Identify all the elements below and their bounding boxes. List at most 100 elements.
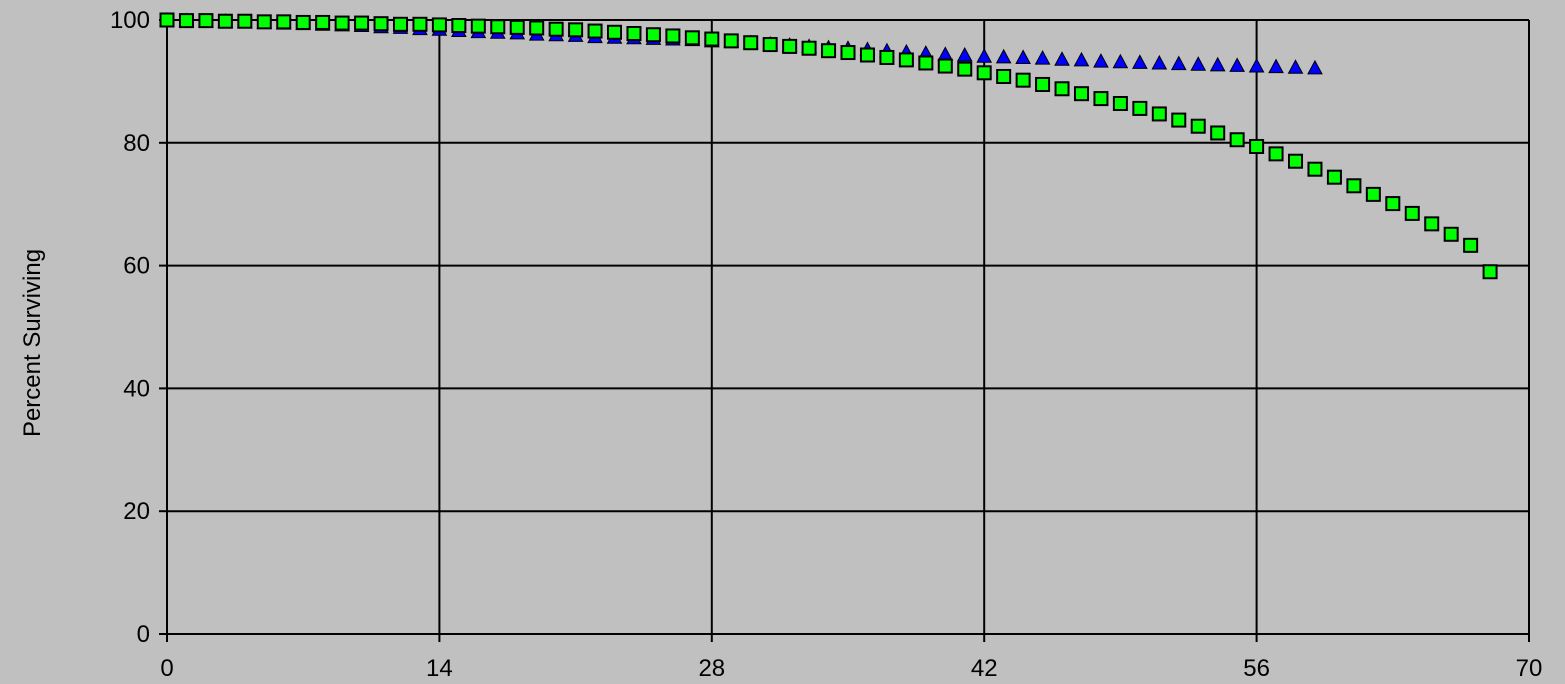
triangle-point bbox=[976, 48, 993, 63]
y-tick-label: 80 bbox=[123, 130, 150, 157]
square-point bbox=[217, 13, 233, 29]
square-point bbox=[431, 17, 447, 33]
square-point bbox=[704, 31, 720, 47]
square-point bbox=[1268, 146, 1284, 162]
triangle-point bbox=[1132, 54, 1148, 69]
square-point bbox=[256, 14, 272, 30]
square-point bbox=[840, 45, 856, 61]
triangle-point bbox=[995, 48, 1012, 64]
square-point bbox=[237, 13, 253, 29]
x-tick-label: 14 bbox=[426, 655, 453, 682]
x-tick-label: 56 bbox=[1243, 655, 1270, 682]
y-tick-label: 40 bbox=[123, 375, 150, 402]
x-tick-label: 42 bbox=[971, 655, 998, 682]
triangle-point bbox=[956, 46, 973, 62]
triangle-point bbox=[1073, 51, 1090, 67]
square-point bbox=[1307, 161, 1323, 177]
triangle-point bbox=[1229, 57, 1245, 72]
x-tick-label: 70 bbox=[1516, 655, 1543, 682]
square-point bbox=[354, 15, 370, 31]
y-tick-label: 100 bbox=[110, 7, 150, 34]
square-point bbox=[918, 55, 934, 71]
triangle-point bbox=[1034, 50, 1051, 65]
square-point bbox=[723, 33, 739, 49]
square-point bbox=[626, 26, 642, 42]
square-point bbox=[470, 18, 486, 34]
triangle-point bbox=[1015, 49, 1031, 64]
square-point bbox=[1093, 91, 1109, 107]
square-point bbox=[159, 12, 175, 28]
square-point bbox=[1424, 216, 1440, 232]
square-point bbox=[198, 13, 214, 29]
square-point bbox=[1482, 264, 1498, 280]
square-point bbox=[529, 20, 545, 36]
square-point bbox=[1326, 169, 1342, 185]
triangle-point bbox=[1268, 58, 1284, 74]
triangle-point bbox=[1209, 56, 1226, 72]
x-tick-label: 28 bbox=[698, 655, 725, 682]
square-point bbox=[568, 22, 584, 38]
y-tick-label: 20 bbox=[123, 498, 150, 525]
y-axis-title: Percent Surviving bbox=[19, 249, 46, 437]
triangle-point bbox=[1093, 53, 1109, 68]
square-point bbox=[334, 15, 350, 31]
y-tick-label: 0 bbox=[137, 621, 150, 648]
series-square bbox=[159, 12, 1498, 280]
triangle-point bbox=[1307, 59, 1323, 75]
triangle-point bbox=[1190, 56, 1207, 71]
square-point bbox=[412, 16, 428, 32]
x-tick-label: 0 bbox=[160, 655, 173, 682]
square-point bbox=[937, 58, 953, 74]
square-point bbox=[1443, 226, 1459, 242]
square-point bbox=[607, 24, 623, 40]
triangle-point bbox=[1054, 51, 1070, 66]
square-point bbox=[665, 28, 681, 44]
x-tick-labels: 0 14 28 42 56 70 bbox=[160, 655, 1542, 682]
square-point bbox=[451, 18, 467, 34]
square-point bbox=[178, 13, 194, 29]
square-point bbox=[976, 65, 992, 81]
square-point bbox=[898, 52, 914, 68]
square-point bbox=[684, 30, 700, 46]
square-point bbox=[1073, 86, 1089, 102]
square-point bbox=[548, 21, 564, 37]
triangle-point bbox=[1248, 57, 1265, 73]
square-point bbox=[1463, 237, 1479, 253]
square-point bbox=[373, 16, 389, 32]
square-point bbox=[392, 16, 408, 32]
data-series bbox=[159, 11, 1498, 280]
square-point bbox=[1112, 96, 1128, 112]
y-tick-labels: 0 20 40 60 80 100 bbox=[110, 7, 150, 648]
triangle-point bbox=[1287, 59, 1304, 74]
square-point bbox=[1054, 81, 1070, 97]
triangle-point bbox=[1112, 53, 1129, 69]
square-point bbox=[587, 23, 603, 39]
square-point bbox=[315, 14, 331, 30]
square-point bbox=[1171, 112, 1187, 128]
square-point bbox=[276, 14, 292, 30]
square-point bbox=[743, 35, 759, 51]
square-point bbox=[295, 14, 311, 30]
square-point bbox=[645, 27, 661, 43]
square-point bbox=[509, 19, 525, 35]
square-point bbox=[1035, 76, 1051, 92]
square-point bbox=[1346, 178, 1362, 194]
square-point bbox=[1210, 125, 1226, 141]
triangle-point bbox=[1170, 55, 1187, 71]
square-point bbox=[957, 61, 973, 77]
square-point bbox=[1190, 118, 1206, 134]
triangle-point bbox=[1151, 54, 1168, 70]
square-point bbox=[1151, 106, 1167, 122]
square-point bbox=[1385, 196, 1401, 212]
square-point bbox=[859, 47, 875, 63]
square-point bbox=[1132, 100, 1148, 116]
square-point bbox=[490, 19, 506, 35]
square-point bbox=[1015, 72, 1031, 88]
square-point bbox=[1365, 186, 1381, 202]
square-point bbox=[782, 38, 798, 54]
square-point bbox=[762, 37, 778, 53]
square-point bbox=[1404, 205, 1420, 221]
square-point bbox=[801, 40, 817, 56]
